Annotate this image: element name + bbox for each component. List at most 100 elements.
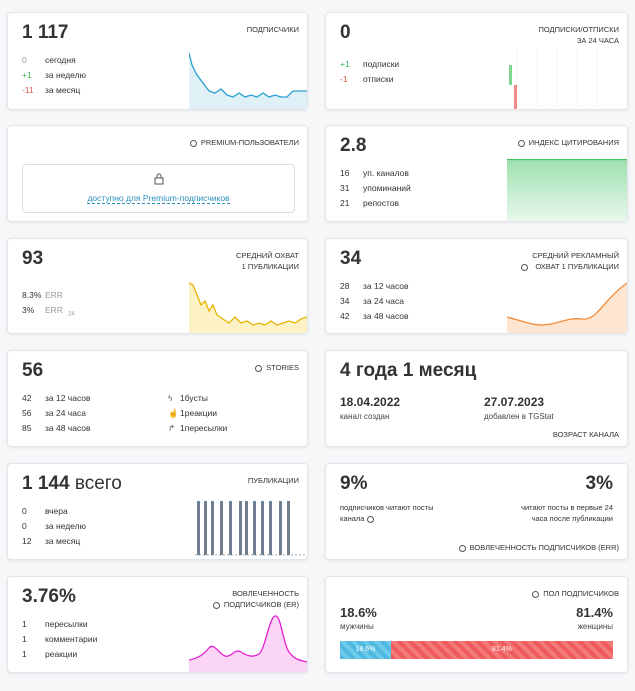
rows: +1 подписки -1 отписки xyxy=(340,57,399,87)
info-icon xyxy=(532,590,540,598)
text: женщины xyxy=(577,622,613,631)
label-text: ВОВЛЕЧЕННОСТЬ ПОДПИСЧИКОВ (ERR) xyxy=(469,543,619,552)
decoration xyxy=(261,501,264,555)
decoration xyxy=(245,501,248,555)
label: PREMIUM-ПОЛЬЗОВАТЕЛИ xyxy=(189,137,299,148)
label: ВОВЛЕЧЕННОСТЬ ПОДПИСЧИКОВ (ERR) xyxy=(458,542,619,553)
row-text: сегодня xyxy=(45,55,76,65)
rows: 16 уп. каналов 31 упоминаний 21 репостов xyxy=(340,166,411,211)
value: 93 xyxy=(22,248,44,269)
value: 4 года 1 месяц xyxy=(340,360,477,381)
row-value: 28 xyxy=(340,281,350,291)
stories-card: 56 STORIES 42 за 12 часов 56 за 24 часа 85 за… xyxy=(7,350,308,447)
female-segment: 81.4% xyxy=(390,641,613,659)
row-text: за 48 часов xyxy=(45,423,91,433)
decoration xyxy=(287,501,290,555)
row: 3% ERR 24 xyxy=(22,303,75,323)
locked-box: доступно для Premium-подписчиков xyxy=(22,164,295,213)
decoration xyxy=(514,85,517,109)
row-value: 1 xyxy=(22,649,27,659)
decoration xyxy=(516,49,598,109)
row: 34 за 24 часа xyxy=(340,294,409,309)
info-icon xyxy=(255,364,263,372)
label: ПОДПИСКИ/ОТПИСКИ ЗА 24 ЧАСА xyxy=(538,24,619,46)
bar-label: 18.6% xyxy=(355,646,376,653)
sparkline xyxy=(189,615,307,672)
row: ↱ 1пересылки xyxy=(168,421,227,436)
decoration xyxy=(229,501,232,555)
value: 3.76% xyxy=(22,586,76,607)
row: +1 подписки xyxy=(340,57,399,72)
row-text: за 12 часов xyxy=(363,281,409,291)
text: ERR 24 xyxy=(45,305,75,318)
row-text: репостов xyxy=(363,198,400,208)
decoration xyxy=(269,501,272,555)
row: -1 отписки xyxy=(340,72,399,87)
decoration xyxy=(204,501,207,555)
text: ERR xyxy=(45,305,63,315)
row-text: вчера xyxy=(45,506,68,516)
row-value: 0 xyxy=(22,521,27,531)
number: 1 144 xyxy=(22,473,70,494)
row-value: 31 xyxy=(340,183,350,193)
decoration xyxy=(211,501,214,555)
label-line: ЗА 24 ЧАСА xyxy=(576,36,619,45)
info-icon xyxy=(521,263,529,271)
row: 85 за 48 часов xyxy=(22,421,91,436)
row: 8.3% ERR xyxy=(22,288,75,303)
label-text: STORIES xyxy=(266,363,299,372)
label: ВОЗРАСТ КАНАЛА xyxy=(552,430,619,439)
decoration xyxy=(189,283,307,333)
label-line: ПОДПИСЧИКОВ (ER) xyxy=(223,600,299,609)
row-text: бусты xyxy=(184,393,208,403)
gender-card: ПОЛ ПОДПИСЧИКОВ 18.6% мужчины 81.4% женщ… xyxy=(325,576,628,673)
label-text: PREMIUM-ПОЛЬЗОВАТЕЛИ xyxy=(200,138,299,147)
rows: 0 сегодня +1 за неделю -11 за месяц xyxy=(22,53,86,98)
rows: 8.3% ERR 3% ERR 24 xyxy=(22,288,75,323)
sparkline xyxy=(189,282,307,333)
premium-card: PREMIUM-ПОЛЬЗОВАТЕЛИ доступно для Premiu… xyxy=(7,125,308,222)
value: 9% xyxy=(340,473,368,494)
decoration xyxy=(156,173,161,178)
row-value: 12 xyxy=(22,536,32,546)
decoration xyxy=(253,501,256,555)
male-segment: 18.6% xyxy=(340,641,391,659)
date-label: канал создан xyxy=(340,412,390,421)
label-line: СРЕДНИЙ РЕКЛАМНЫЙ xyxy=(532,251,619,260)
bars xyxy=(509,49,598,109)
rows: 1 пересылки 1 комментарии 1 реакции xyxy=(22,617,97,662)
text: ERR xyxy=(45,290,63,300)
decoration xyxy=(220,501,223,555)
row: 0 за неделю xyxy=(22,519,86,534)
row-text: реакции xyxy=(45,649,78,659)
row-text: пересылки xyxy=(184,423,228,433)
row-text: уп. каналов xyxy=(363,168,409,178)
value: 2.8 xyxy=(340,135,367,156)
row-text: пересылки xyxy=(45,619,88,629)
decoration xyxy=(154,177,163,185)
gender-bar: 18.6% 81.4% xyxy=(340,641,613,659)
row-value: 85 xyxy=(22,423,32,433)
label: СРЕДНИЙ РЕКЛАМНЫЙ ОХВАТ 1 ПУБЛИКАЦИИ xyxy=(521,250,619,272)
label: ИНДЕКС ЦИТИРОВАНИЯ xyxy=(517,137,619,148)
decoration xyxy=(189,53,307,98)
row-value: +1 xyxy=(22,70,32,80)
row: 12 за месяц xyxy=(22,534,86,549)
row-value: 0 xyxy=(22,55,27,65)
row-value: 1 xyxy=(180,393,185,403)
actions: ϟ 1бусты ☝1реакции ↱ 1пересылки xyxy=(168,391,227,436)
sparkline xyxy=(189,53,307,109)
text: подписчиков читают посты канала xyxy=(340,503,434,523)
label: ПОДПИСЧИКИ xyxy=(246,25,299,34)
sparkline xyxy=(507,282,627,333)
premium-link[interactable]: доступно для Premium-подписчиков xyxy=(87,193,230,204)
row-value: 1 xyxy=(22,634,27,644)
row: ☝1реакции xyxy=(168,406,227,421)
label: СРЕДНИЙ ОХВАТ 1 ПУБЛИКАЦИИ xyxy=(236,250,299,272)
decoration xyxy=(509,65,512,85)
row: 42 за 12 часов xyxy=(22,391,91,406)
row-value: 34 xyxy=(340,296,350,306)
text: мужчины xyxy=(340,622,374,631)
label-text: ПОЛ ПОДПИСЧИКОВ xyxy=(543,589,619,598)
